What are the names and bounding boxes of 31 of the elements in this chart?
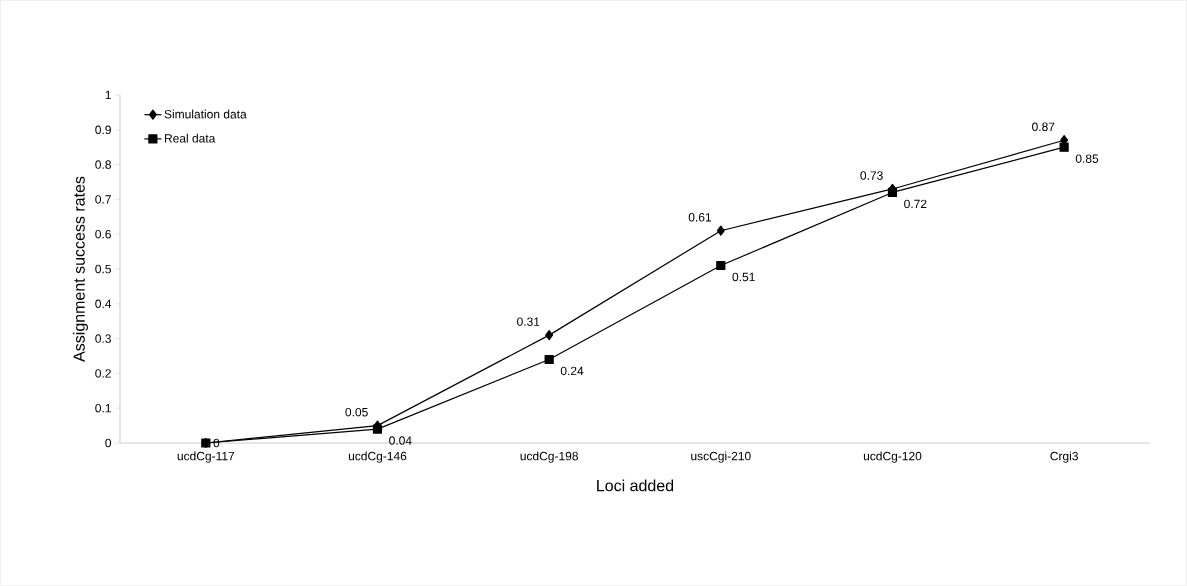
x-tick-label: Crgi3 xyxy=(1050,451,1078,463)
y-axis-title: Assignment success rates xyxy=(73,176,88,362)
legend-label: Simulation data xyxy=(164,109,247,119)
legend-label: Real data xyxy=(164,133,216,143)
y-tick-label: 0.4 xyxy=(95,299,112,309)
y-tick-label: 0 xyxy=(105,438,112,448)
data-label: 0.24 xyxy=(560,366,584,376)
data-label: 0.85 xyxy=(1075,154,1099,163)
x-tick-label: ucdCg-146 xyxy=(348,451,407,463)
y-tick-label: 0.2 xyxy=(95,369,111,378)
y-tick-label: 0.7 xyxy=(95,195,111,204)
data-label: 0.04 xyxy=(389,436,412,445)
data-label: 0.72 xyxy=(904,199,927,209)
x-tick-label: ucdCg-120 xyxy=(863,451,922,463)
data-label: 0.87 xyxy=(1032,122,1055,132)
x-tick-label: uscCgi-210 xyxy=(691,451,751,463)
x-tick-label: ucdCg-198 xyxy=(520,451,578,463)
data-label: 0.05 xyxy=(345,407,368,417)
x-tick-label: ucdCg-117 xyxy=(177,451,235,463)
y-tick-label: 0.6 xyxy=(95,229,111,239)
x-axis-title: Loci added xyxy=(597,479,674,492)
y-tick-label: 0.5 xyxy=(95,264,111,274)
data-label: 0.51 xyxy=(732,272,755,282)
y-tick-label: 0.3 xyxy=(95,334,111,343)
y-tick-label: 0.8 xyxy=(95,160,111,169)
y-tick-label: 0.1 xyxy=(95,403,111,413)
y-tick-label: 1 xyxy=(105,90,111,100)
data-label: 0.61 xyxy=(688,213,712,222)
data-label: 0.73 xyxy=(860,171,883,180)
y-tick-label: 0.9 xyxy=(95,125,111,135)
data-label: 0.31 xyxy=(517,317,540,326)
